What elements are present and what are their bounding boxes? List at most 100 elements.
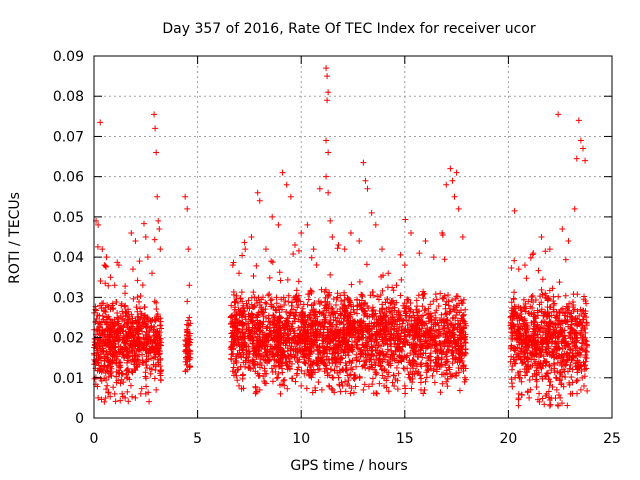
data-point <box>424 367 431 374</box>
data-point <box>395 370 402 377</box>
data-point <box>324 97 331 104</box>
data-point <box>342 388 349 395</box>
data-point <box>147 370 154 377</box>
data-point <box>305 357 312 364</box>
data-point <box>111 282 118 289</box>
data-point <box>374 319 381 326</box>
data-point <box>149 343 156 350</box>
data-point <box>509 383 516 390</box>
y-tick-label: 0.05 <box>53 210 84 226</box>
data-point <box>435 302 442 309</box>
data-point <box>261 378 268 385</box>
data-point <box>413 297 420 304</box>
data-point <box>122 345 129 352</box>
y-tick-label: 0.09 <box>53 49 84 65</box>
data-point <box>362 358 369 365</box>
data-point <box>104 357 111 364</box>
data-point <box>427 301 434 308</box>
data-point <box>325 189 332 196</box>
data-point <box>125 306 132 313</box>
data-point <box>254 189 261 196</box>
data-point <box>315 379 322 386</box>
data-point <box>556 279 563 286</box>
data-point <box>279 169 286 176</box>
data-point <box>239 314 246 321</box>
data-point <box>107 364 114 371</box>
data-point <box>111 322 118 329</box>
data-point <box>364 185 371 192</box>
data-point <box>103 254 110 261</box>
data-point <box>345 295 352 302</box>
data-point <box>182 337 189 344</box>
data-point <box>285 298 292 305</box>
data-point <box>182 350 189 357</box>
data-point <box>124 367 131 374</box>
data-point <box>290 250 297 257</box>
data-point <box>139 359 146 366</box>
data-point <box>438 311 445 318</box>
data-point <box>362 177 369 184</box>
data-point <box>437 290 444 297</box>
data-point <box>94 243 101 250</box>
data-point <box>102 395 109 402</box>
data-point <box>106 315 113 322</box>
data-point <box>409 379 416 386</box>
data-point <box>295 247 302 254</box>
data-point <box>341 292 348 299</box>
data-point <box>120 351 127 358</box>
data-point <box>360 159 367 166</box>
data-point <box>229 368 236 375</box>
data-point <box>416 250 423 257</box>
data-point <box>110 338 117 345</box>
data-point <box>417 361 424 368</box>
data-point <box>111 390 118 397</box>
data-point <box>143 375 150 382</box>
data-point <box>156 329 163 336</box>
data-point <box>515 402 522 409</box>
data-point <box>580 382 587 389</box>
data-point <box>276 269 283 276</box>
data-point <box>153 328 160 335</box>
y-tick-label: 0 <box>75 411 84 427</box>
data-point <box>150 361 157 368</box>
data-point <box>122 290 129 297</box>
data-point <box>275 221 282 228</box>
data-point <box>328 305 335 312</box>
data-point <box>123 322 130 329</box>
data-point <box>113 350 120 357</box>
data-point <box>566 365 573 372</box>
data-point <box>318 386 325 393</box>
data-point <box>134 325 141 332</box>
data-point <box>370 307 377 314</box>
data-point <box>134 342 141 349</box>
data-point <box>104 336 111 343</box>
data-point <box>581 293 588 300</box>
data-point <box>346 372 353 379</box>
data-point <box>274 374 281 381</box>
data-point <box>432 327 439 334</box>
data-point <box>521 262 528 269</box>
data-point <box>547 401 554 408</box>
data-point <box>103 367 110 374</box>
data-point <box>356 358 363 365</box>
data-point <box>105 303 112 310</box>
data-point <box>574 291 581 298</box>
data-point <box>442 301 449 308</box>
data-point <box>401 300 408 307</box>
data-point <box>103 386 110 393</box>
data-point <box>301 370 308 377</box>
data-point <box>511 289 518 296</box>
data-point <box>395 308 402 315</box>
data-point <box>515 266 522 273</box>
data-point <box>139 282 146 289</box>
data-point <box>253 262 260 269</box>
data-point <box>105 282 112 289</box>
data-point <box>573 378 580 385</box>
data-point <box>232 304 239 311</box>
data-point <box>406 374 413 381</box>
data-point <box>422 306 429 313</box>
data-point <box>134 363 141 370</box>
data-point <box>455 365 462 372</box>
data-point <box>184 358 191 365</box>
